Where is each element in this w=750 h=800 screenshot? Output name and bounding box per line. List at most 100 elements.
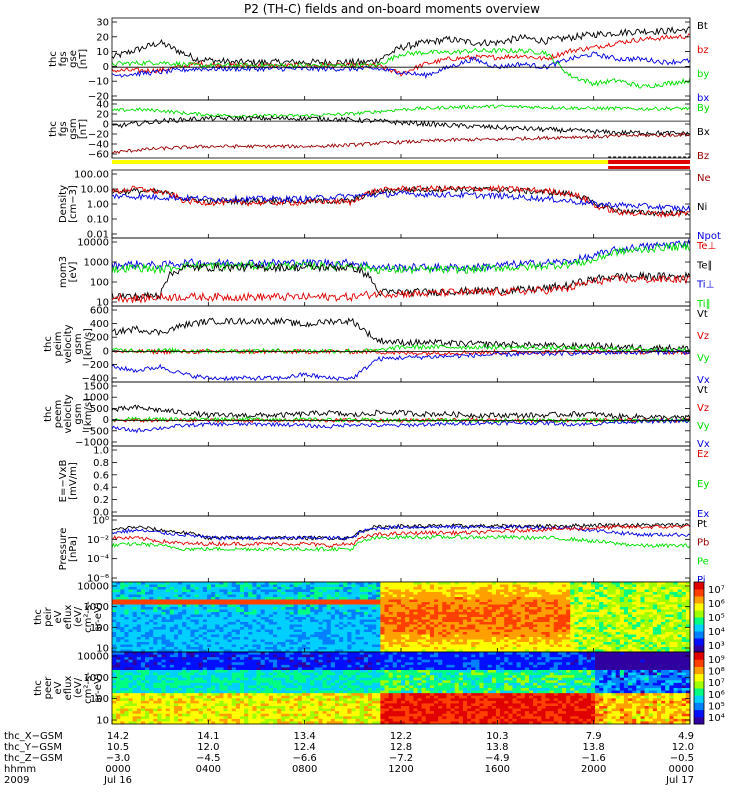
spectrogram-cell — [140, 670, 146, 673]
spectrogram-cell — [211, 597, 216, 600]
spectrogram-cell — [264, 634, 270, 638]
spectrogram-cell — [256, 622, 262, 625]
spectrogram-cell — [211, 642, 216, 645]
spectrogram-cell — [619, 614, 625, 618]
spectrogram-cell — [442, 599, 447, 603]
spectrogram-cell — [145, 721, 150, 725]
spectrogram-cell — [149, 718, 154, 722]
spectrogram-cell — [615, 597, 621, 600]
spectrogram-cell — [285, 592, 290, 595]
spectrogram-cell — [669, 642, 674, 645]
spectrogram-cell — [149, 612, 154, 615]
spectrogram-cell — [297, 612, 303, 615]
spectrogram-cell — [161, 703, 167, 707]
spectrogram-cell — [425, 622, 431, 625]
spectrogram-cell — [260, 604, 266, 608]
spectrogram-cell — [277, 587, 282, 590]
spectrogram-cell — [206, 716, 212, 720]
spectrogram-cell — [376, 637, 381, 640]
spectrogram-cell — [223, 607, 228, 610]
spectrogram-cell — [112, 617, 117, 620]
spectrogram-cell — [116, 682, 121, 686]
spectrogram-cell — [211, 711, 216, 715]
spectrogram-cell — [586, 582, 592, 585]
spectrogram-cell — [310, 589, 315, 593]
spectrogram-cell — [557, 597, 563, 600]
spectrogram-cell — [153, 657, 158, 661]
spectrogram-cell — [136, 589, 142, 593]
spectrogram-cell — [388, 649, 394, 653]
spectrogram-cell — [652, 592, 658, 595]
spectrogram-cell — [491, 592, 497, 595]
spectrogram-cell — [388, 594, 394, 598]
spectrogram-cell — [318, 624, 323, 628]
spectrogram-cell — [132, 604, 138, 608]
spectrogram-cell — [178, 700, 183, 704]
spectrogram-cell — [421, 602, 427, 605]
spectrogram-cell — [326, 644, 332, 648]
spectrogram-cell — [388, 604, 394, 608]
spectrogram-cell — [545, 594, 551, 598]
spectrogram-cell — [231, 634, 237, 638]
spectrogram-cell — [541, 632, 546, 635]
spectrogram-cell — [173, 718, 179, 722]
spectrogram-cell — [223, 647, 228, 650]
spectrogram-cell — [194, 622, 200, 625]
spectrogram-cell — [273, 649, 278, 653]
series-Pt — [111, 522, 691, 541]
spectrogram-cell — [421, 642, 427, 645]
spectrogram-cell — [173, 622, 179, 625]
spectrogram-cell — [355, 627, 361, 630]
spectrogram-cell — [673, 589, 679, 593]
spectrogram-cell — [198, 680, 204, 684]
spectrogram-cell — [124, 629, 129, 633]
spectrogram-cell — [586, 637, 592, 640]
spectrogram-cell — [186, 693, 191, 697]
spectrogram-cell — [264, 594, 270, 598]
spectrogram-cell — [619, 634, 625, 638]
spectrogram-cell — [132, 642, 138, 645]
spectrogram-cell — [165, 677, 171, 681]
spectrogram-cell — [611, 642, 617, 645]
spectrogram-cell — [128, 706, 134, 709]
spectrogram-cell — [202, 670, 208, 673]
spectrogram-cell — [396, 622, 402, 625]
spectrogram-cell — [347, 599, 352, 603]
spectrogram-cell — [178, 649, 183, 653]
spectrogram-cell — [161, 700, 167, 704]
spectrogram-cell — [306, 637, 311, 640]
spectrogram-cell — [450, 582, 456, 585]
spectrogram-cell — [169, 634, 175, 638]
spectrogram-cell — [219, 607, 224, 610]
spectrogram-cell — [669, 644, 674, 648]
spectrogram-cell — [590, 602, 596, 605]
spectrogram-cell — [244, 622, 249, 625]
spectrogram-cell — [636, 599, 641, 603]
spectrogram-cell — [306, 597, 311, 600]
spectrogram-cell — [347, 632, 352, 635]
spectrogram-cell — [231, 619, 237, 623]
spectrogram-cell — [570, 594, 575, 598]
spectrogram-cell — [306, 609, 311, 613]
spectrogram-cell — [198, 589, 204, 593]
spectrogram-cell — [256, 594, 262, 598]
spectrogram-cell — [512, 624, 517, 628]
spectrogram-cell — [450, 609, 456, 613]
spectrogram-cell — [169, 607, 175, 610]
spectrogram-cell — [632, 602, 637, 605]
spectrogram-cell — [545, 589, 551, 593]
spectrogram-cell — [322, 594, 328, 598]
spectrogram-cell — [652, 582, 658, 585]
spectrogram-cell — [157, 629, 162, 633]
spectrogram-cell — [632, 622, 637, 625]
spectrogram-cell — [239, 644, 245, 648]
spectrogram-cell — [363, 617, 369, 620]
spectrogram-cell — [413, 634, 418, 638]
spectrogram-cell — [417, 584, 423, 588]
spectrogram-cell — [545, 604, 551, 608]
spectrogram-cell — [330, 584, 336, 588]
spectrogram-cell — [165, 602, 171, 605]
spectrogram-cell — [582, 627, 588, 630]
spectrogram-cell — [165, 670, 171, 673]
spectrogram-cell — [227, 594, 233, 598]
